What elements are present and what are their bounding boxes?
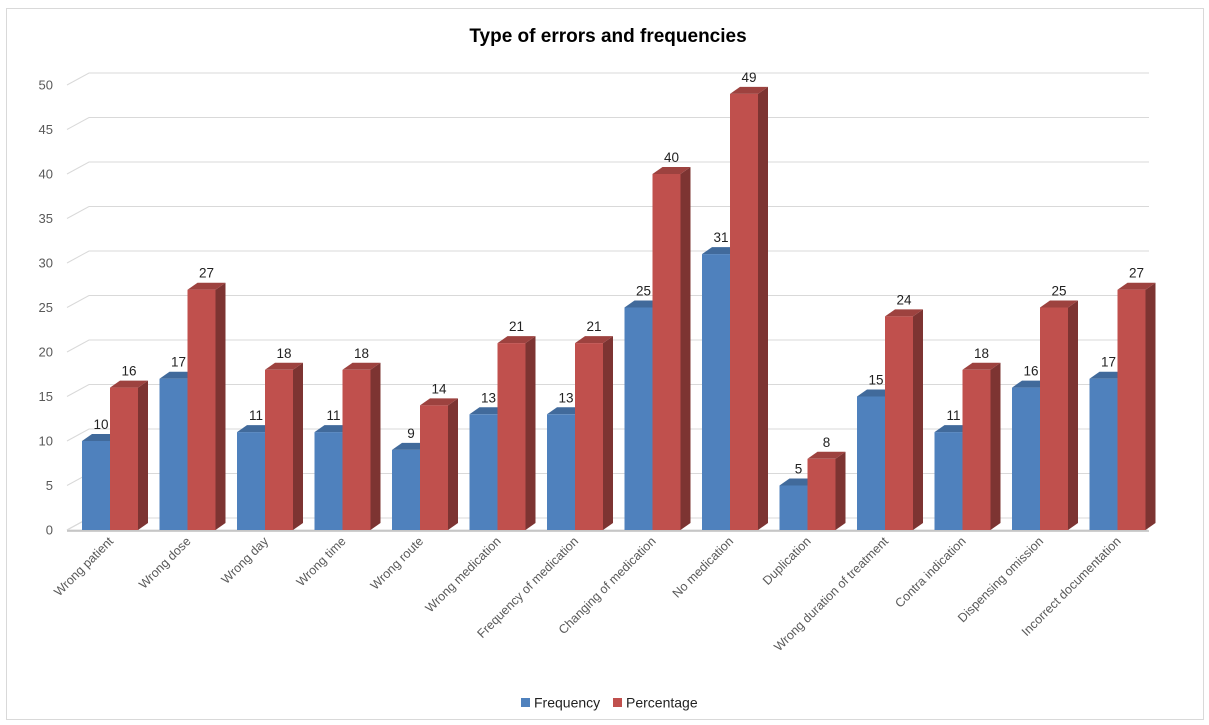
data-label-percentage-wrong-dose: 27 [199, 266, 214, 281]
data-label-frequency-wrong-medication: 13 [481, 390, 496, 405]
data-label-frequency-duplication: 5 [795, 462, 803, 477]
chart-title: Type of errors and frequencies [469, 26, 746, 47]
data-label-frequency-wrong-dose: 17 [171, 355, 186, 370]
category-label-no-medication: No medication [670, 534, 736, 600]
bar-percentage-changing-of-medication [652, 167, 691, 530]
y-tick-label: 20 [39, 345, 53, 360]
data-label-percentage-frequency-of-medication: 21 [586, 319, 601, 334]
data-label-frequency-contra-indication: 11 [946, 408, 960, 423]
y-tick-label: 0 [46, 523, 53, 538]
bar-percentage-wrong-route [420, 398, 458, 530]
category-label-wrong-day: Wrong day [219, 534, 272, 587]
y-tick-label: 50 [39, 78, 53, 93]
y-tick-label: 10 [39, 434, 53, 449]
data-label-percentage-no-medication: 49 [741, 70, 756, 85]
y-tick-label: 25 [39, 300, 53, 315]
axes: 0 5 10 15 20 25 30 35 40 45 50 [39, 78, 1149, 538]
gridline-10 [66, 428, 1149, 442]
y-tick-label: 40 [39, 167, 53, 182]
data-label-percentage-wrong-medication: 21 [509, 319, 524, 334]
data-label-percentage-wrong-duration-of-treatment: 24 [896, 292, 912, 307]
category-labels: Wrong patient Wrong dose Wrong day Wrong ti… [51, 534, 1123, 654]
data-label-percentage-wrong-route: 14 [431, 381, 447, 396]
bars [82, 86, 1156, 531]
category-label-wrong-medication: Wrong medication [423, 534, 504, 615]
data-label-percentage-duplication: 8 [823, 435, 831, 450]
data-label-percentage-contra-indication: 18 [974, 346, 989, 361]
data-label-frequency-wrong-patient: 10 [93, 417, 108, 432]
bar-percentage-wrong-duration-of-treatment [885, 309, 923, 530]
bar-percentage-wrong-day [265, 362, 303, 530]
legend-label-frequency: Frequency [534, 695, 600, 711]
gridline-40 [66, 161, 1149, 175]
category-label-wrong-time: Wrong time [294, 534, 349, 589]
y-tick-label: 15 [39, 389, 53, 404]
data-label-percentage-wrong-patient: 16 [121, 364, 136, 379]
data-label-frequency-incorrect-documentation: 17 [1101, 355, 1116, 370]
data-label-frequency-dispensing-omission: 16 [1023, 364, 1038, 379]
gridline-15 [66, 384, 1149, 397]
y-tick-label: 5 [46, 478, 53, 493]
category-label-wrong-patient: Wrong patient [51, 534, 116, 599]
legend-swatch-frequency [521, 698, 530, 707]
data-labels: 10 16 17 27 11 18 11 18 9 14 13 21 13 21 25 40 31 49 5 8 15 2… [93, 70, 1144, 477]
gridline-30 [66, 250, 1149, 264]
category-label-contra-indication: Contra indication [892, 534, 968, 610]
legend-label-percentage: Percentage [626, 695, 698, 711]
bar-percentage-wrong-time [342, 362, 381, 530]
y-tick-label: 35 [39, 211, 53, 226]
bar-percentage-wrong-patient [110, 380, 148, 530]
bar-percentage-wrong-medication [497, 336, 536, 530]
gridline-45 [66, 117, 1149, 130]
bar-percentage-no-medication [730, 86, 768, 531]
gridline-35 [66, 206, 1149, 219]
data-label-frequency-wrong-time: 11 [326, 408, 340, 423]
data-label-frequency-wrong-day: 11 [249, 408, 263, 423]
bar-percentage-contra-indication [962, 362, 1001, 530]
y-tick-label: 45 [39, 122, 53, 137]
data-label-frequency-wrong-duration-of-treatment: 15 [868, 373, 883, 388]
data-label-frequency-wrong-route: 9 [407, 426, 415, 441]
category-label-duplication: Duplication [760, 534, 814, 588]
data-label-frequency-changing-of-medication: 25 [636, 284, 651, 299]
gridline-20 [66, 339, 1149, 353]
gridline-25 [66, 295, 1149, 308]
data-label-frequency-no-medication: 31 [713, 230, 728, 245]
bar-percentage-frequency-of-medication [575, 336, 613, 530]
data-label-percentage-incorrect-documentation: 27 [1129, 266, 1144, 281]
bar-percentage-dispensing-omission [1040, 300, 1078, 530]
category-label-wrong-route: Wrong route [368, 534, 426, 592]
gridline-50 [66, 72, 1149, 86]
y-tick-label: 30 [39, 256, 53, 271]
legend: Frequency Percentage [521, 695, 698, 711]
data-label-percentage-wrong-time: 18 [354, 346, 369, 361]
bar-percentage-wrong-dose [187, 282, 226, 530]
data-label-frequency-frequency-of-medication: 13 [558, 390, 573, 405]
data-label-percentage-dispensing-omission: 25 [1051, 284, 1066, 299]
bar-percentage-incorrect-documentation [1117, 282, 1156, 530]
legend-swatch-percentage [613, 698, 622, 707]
category-label-wrong-dose: Wrong dose [136, 534, 193, 591]
bar-percentage-duplication [807, 451, 846, 530]
category-label-dispensing-omission: Dispensing omission [955, 534, 1046, 625]
data-label-percentage-changing-of-medication: 40 [664, 150, 679, 165]
data-label-percentage-wrong-day: 18 [276, 346, 291, 361]
